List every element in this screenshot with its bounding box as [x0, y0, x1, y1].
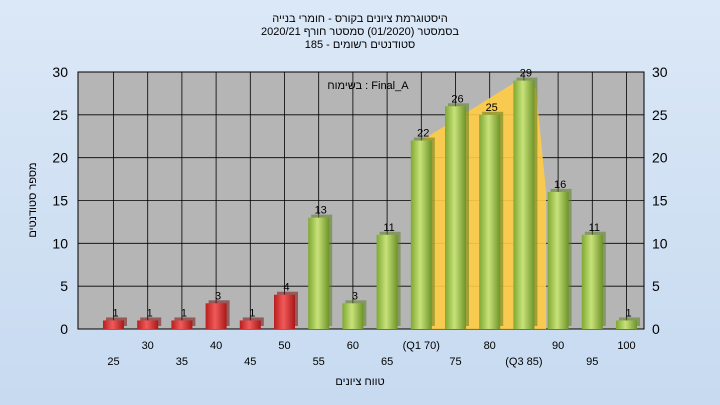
y-tick-label: 15 [52, 193, 68, 209]
bar-25 [103, 320, 124, 329]
x-tick-label: 100 [617, 340, 635, 352]
y-tick-label-right: 25 [652, 107, 668, 123]
y-tick-label-right: 5 [652, 278, 660, 294]
bar-35 [171, 320, 193, 329]
data-label: 22 [417, 128, 429, 140]
chart-title: היסטוגרמת ציונים בקורס - חומרי בנייה בסמ… [261, 13, 459, 51]
chart-title-line-3: סטודנטים רשומים - 185 [305, 39, 416, 51]
data-label: 11 [383, 222, 394, 234]
bar-(Q3 85) [513, 80, 535, 329]
y-tick-label: 0 [60, 321, 68, 337]
bar-55 [308, 217, 330, 329]
bars [103, 77, 640, 330]
bar-80 [479, 114, 501, 329]
data-label: 3 [215, 290, 221, 302]
y-tick-label-right: 20 [652, 150, 668, 166]
x-tick-label: 55 [313, 356, 325, 368]
data-label: 1 [147, 307, 153, 319]
x-tick-label: 35 [176, 356, 188, 368]
data-label: 4 [283, 282, 289, 294]
bar-45 [239, 320, 261, 329]
x-tick-label: 30 [142, 340, 154, 352]
x-tick-label: (Q3 85) [505, 356, 542, 368]
bar-95 [581, 234, 603, 329]
x-tick-label: 75 [449, 356, 461, 368]
bar-90 [547, 191, 569, 329]
bar-60 [342, 303, 364, 329]
bar-100 [616, 320, 637, 329]
data-label: 1 [249, 307, 255, 319]
x-tick-label: 80 [484, 340, 496, 352]
x-tick-label: 60 [347, 340, 359, 352]
x-tick-label: 90 [552, 340, 564, 352]
x-tick-label: 50 [278, 340, 290, 352]
y-tick-label-right: 30 [652, 64, 668, 80]
data-label: 25 [486, 102, 498, 114]
x-tick-label: (Q1 70) [403, 340, 440, 352]
y-tick-label: 5 [60, 278, 68, 294]
x-axis-label: טווח ציונים [335, 376, 384, 388]
y-tick-labels-left: 0 5 10 15 20 25 30 [52, 64, 68, 337]
data-label: 1 [112, 307, 118, 319]
x-tick-label: 65 [381, 356, 393, 368]
x-tick-label: 45 [244, 356, 256, 368]
bar-(Q1 70) [410, 140, 432, 329]
y-tick-labels-right: 0 5 10 15 20 25 30 [652, 64, 668, 337]
y-tick-label: 25 [52, 107, 68, 123]
data-label: 1 [181, 307, 187, 319]
data-label: 11 [589, 222, 600, 234]
data-label: 1 [625, 307, 631, 319]
x-tick-label: 95 [586, 356, 598, 368]
bar-40 [205, 303, 227, 329]
y-axis-label: מספר סטודנטים [27, 162, 39, 237]
chart-title-line-1: היסטוגרמת ציונים בקורס - חומרי בנייה [272, 13, 447, 25]
x-tick-label: 25 [107, 356, 119, 368]
bar-30 [137, 320, 159, 329]
data-label: 26 [451, 93, 463, 105]
y-tick-label-right: 15 [652, 193, 668, 209]
y-tick-label-right: 0 [652, 321, 660, 337]
chart-title-line-2: בסמסטר (01/2020) סמסטר חורף 2020/21 [261, 26, 459, 38]
data-label: 16 [554, 179, 566, 191]
bar-75 [445, 106, 466, 330]
bar-65 [376, 234, 398, 329]
y-tick-label: 20 [52, 150, 68, 166]
data-label: 29 [520, 68, 532, 80]
data-label: 3 [352, 290, 358, 302]
x-tick-labels: 25 30 35 40 45 50 55 60 65 (Q1 70) 75 80 (Q3 85) 90 95… [107, 340, 635, 368]
bar-50 [274, 294, 295, 329]
chart-annotation: בשימוח : Final_A [327, 80, 409, 92]
y-tick-label: 30 [52, 64, 68, 80]
y-tick-label: 10 [52, 235, 68, 251]
data-label: 13 [315, 205, 327, 217]
y-tick-label-right: 10 [652, 235, 668, 251]
x-tick-label: 40 [210, 340, 222, 352]
